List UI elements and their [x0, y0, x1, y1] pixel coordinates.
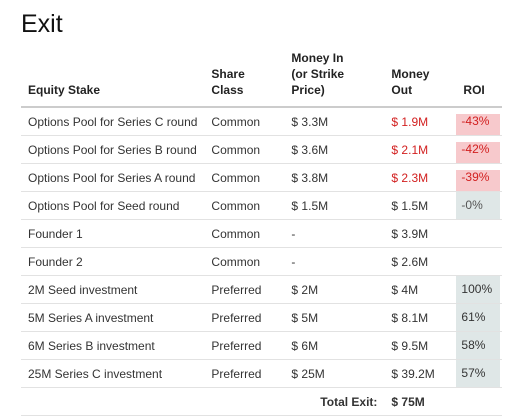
roi-value [456, 220, 500, 247]
header-equity-stake: Equity Stake [28, 83, 101, 97]
cell-share-class: Common [204, 163, 285, 192]
cell-money-in: $ 2M [284, 275, 385, 304]
roi-value: 61% [456, 304, 501, 331]
cell-money-out: $ 2.1M [384, 135, 457, 164]
cell-money-out: $ 9.5M [384, 331, 457, 360]
table-row: 2M Seed investment Preferred $ 2M $ 4M 1… [21, 275, 503, 304]
cell-money-in: $ 3.3M [284, 107, 385, 136]
cell-equity-stake: 2M Seed investment [21, 275, 205, 304]
cell-money-out: $ 39.2M [384, 359, 457, 388]
cell-money-out: $ 2.6M [384, 247, 457, 276]
cell-roi: 100% [456, 275, 503, 304]
cell-share-class: Common [204, 247, 285, 276]
cell-money-out: $ 1.9M [384, 107, 457, 136]
cell-roi: -43% [456, 107, 503, 136]
roi-value: -43% [456, 108, 501, 135]
cell-equity-stake: 5M Series A investment [21, 303, 205, 332]
header-money-out: Money Out [391, 67, 430, 97]
cell-equity-stake: Options Pool for Seed round [21, 191, 205, 220]
table-row: Options Pool for Seed round Common $ 1.5… [21, 191, 503, 220]
header-money-in-line1: Money In [291, 51, 344, 65]
cell-money-in: $ 5M [284, 303, 385, 332]
page-title: Exit [21, 10, 63, 38]
cell-equity-stake: Options Pool for Series C round [21, 107, 205, 136]
roi-value: 57% [456, 360, 501, 387]
cell-money-in: - [284, 247, 385, 276]
cell-money-in: $ 25M [284, 359, 385, 388]
roi-value [456, 248, 500, 275]
table-row: Founder 1 Common - $ 3.9M [21, 219, 503, 248]
cell-money-in: $ 3.8M [284, 163, 385, 192]
roi-value: -42% [456, 136, 501, 163]
header-money-in-line2: (or Strike Price) [291, 67, 345, 97]
roi-value: -39% [456, 164, 501, 191]
table-row: Options Pool for Series B round Common $… [21, 135, 503, 164]
cell-money-in: - [284, 219, 385, 248]
cell-money-out: $ 8.1M [384, 303, 457, 332]
total-spacer [456, 387, 503, 416]
cell-share-class: Preferred [204, 359, 285, 388]
cell-money-in: $ 1.5M [284, 191, 385, 220]
cell-equity-stake: 25M Series C investment [21, 359, 205, 388]
total-spacer [204, 387, 285, 416]
table-row: 25M Series C investment Preferred $ 25M … [21, 359, 503, 388]
cell-share-class: Common [204, 135, 285, 164]
total-exit-value: $ 75M [384, 387, 457, 416]
table-row: Options Pool for Series A round Common $… [21, 163, 503, 192]
cell-share-class: Common [204, 107, 285, 136]
roi-value: -0% [456, 192, 501, 219]
cell-roi: -39% [456, 163, 503, 192]
table-header-row: Equity Stake Share Class Money In (or St… [21, 50, 503, 107]
cell-roi: 58% [456, 331, 503, 360]
cell-roi: -42% [456, 135, 503, 164]
cell-money-out: $ 1.5M [384, 191, 457, 220]
total-exit-label: Total Exit: [284, 387, 385, 416]
header-roi: ROI [463, 83, 485, 97]
cell-money-in: $ 3.6M [284, 135, 385, 164]
roi-value: 58% [456, 332, 501, 359]
header-money-in: Money In (or Strike Price) [284, 50, 384, 107]
roi-value: 100% [456, 276, 501, 303]
cell-roi [456, 247, 503, 276]
cell-roi: -0% [456, 191, 503, 220]
cell-equity-stake: Options Pool for Series B round [21, 135, 205, 164]
cell-money-out: $ 4M [384, 275, 457, 304]
cell-share-class: Common [204, 191, 285, 220]
cell-equity-stake: 6M Series B investment [21, 331, 205, 360]
total-row: Total Exit: $ 75M [21, 387, 503, 416]
cell-roi: 57% [456, 359, 503, 388]
table-row: Founder 2 Common - $ 2.6M [21, 247, 503, 276]
exit-table: Equity Stake Share Class Money In (or St… [21, 50, 503, 416]
total-spacer [21, 387, 205, 416]
cell-share-class: Preferred [204, 331, 285, 360]
cell-money-out: $ 2.3M [384, 163, 457, 192]
cell-share-class: Preferred [204, 303, 285, 332]
cell-money-in: $ 6M [284, 331, 385, 360]
table-row: 6M Series B investment Preferred $ 6M $ … [21, 331, 503, 360]
cell-share-class: Preferred [204, 275, 285, 304]
cell-equity-stake: Founder 2 [21, 247, 205, 276]
table-row: 5M Series A investment Preferred $ 5M $ … [21, 303, 503, 332]
table-row: Options Pool for Series C round Common $… [21, 107, 503, 136]
cell-roi [456, 219, 503, 248]
header-share-class: Share Class [211, 67, 245, 97]
cell-roi: 61% [456, 303, 503, 332]
cell-equity-stake: Options Pool for Series A round [21, 163, 205, 192]
cell-money-out: $ 3.9M [384, 219, 457, 248]
cell-equity-stake: Founder 1 [21, 219, 205, 248]
cell-share-class: Common [204, 219, 285, 248]
